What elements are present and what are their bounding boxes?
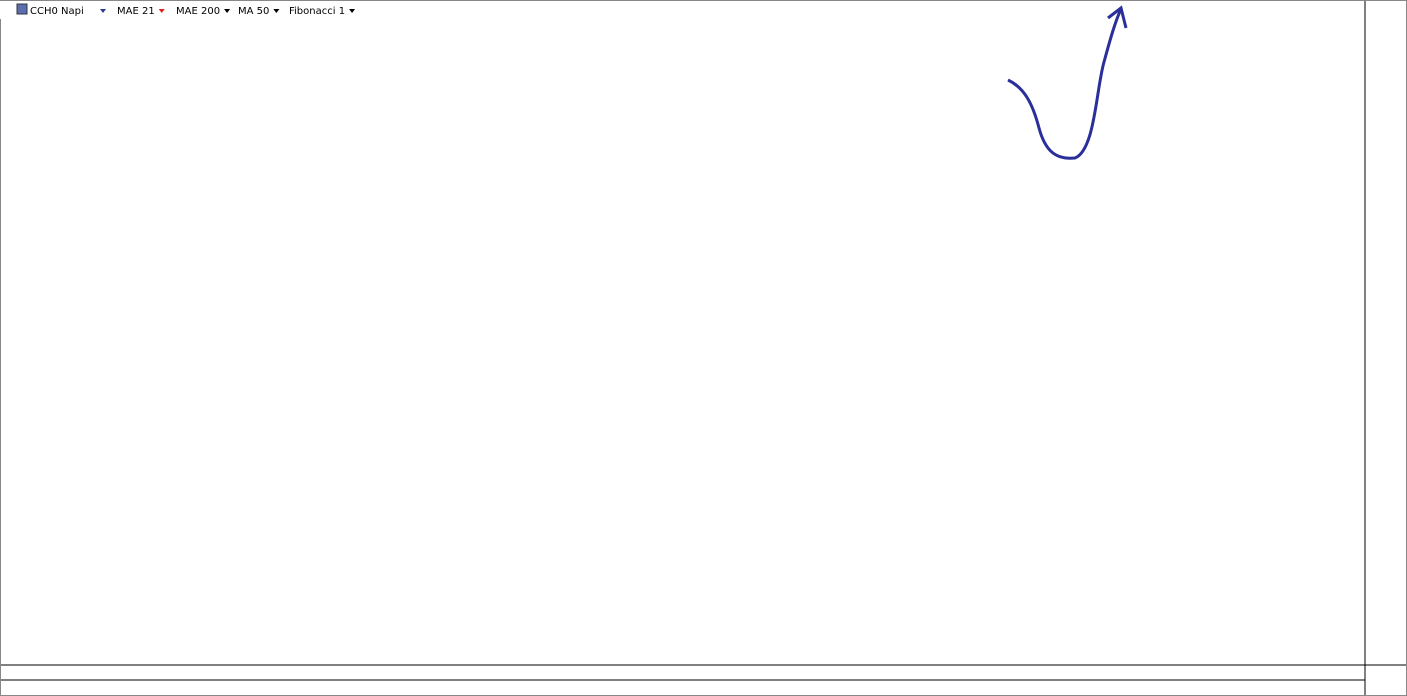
dropdown-arrow[interactable]	[349, 9, 356, 13]
dropdown-arrow[interactable]	[100, 9, 106, 13]
forecast-curve	[1007, 8, 1123, 160]
instrument-icon[interactable]	[16, 3, 28, 15]
legend-entry[interactable]: MAE 200	[176, 6, 220, 17]
dropdown-arrow[interactable]	[224, 9, 231, 13]
forecast-arrowhead	[1107, 5, 1128, 29]
dropdown-arrow[interactable]	[158, 9, 165, 13]
legend-entry[interactable]: MAE 21	[117, 6, 155, 17]
legend-entry[interactable]: Fibonacci 1	[289, 6, 345, 17]
legend: CCH0 Napi MAE 21 MAE 200 MA 50 Fibonacci 1	[0, 1, 360, 19]
legend-entry[interactable]: MA 50	[238, 6, 269, 17]
legend-background	[0, 1, 360, 19]
dropdown-arrow[interactable]	[273, 9, 280, 13]
instrument-name[interactable]: CCH0 Napi	[30, 6, 84, 17]
